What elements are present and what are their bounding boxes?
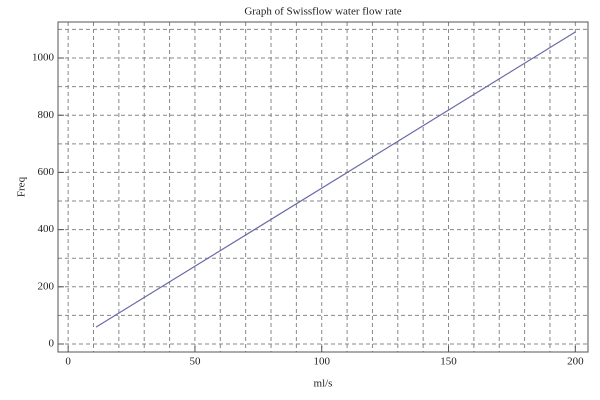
y-tick-label: 200 — [38, 280, 55, 292]
x-axis-label: ml/s — [314, 378, 333, 390]
y-tick-label: 1000 — [32, 52, 55, 64]
y-tick-label: 600 — [38, 166, 55, 178]
y-tick-label: 800 — [38, 109, 55, 121]
y-axis-label: Freq — [16, 176, 28, 197]
plot-frame — [57, 21, 589, 353]
data-line — [95, 31, 576, 328]
chart-title: Graph of Swissflow water flow rate — [244, 6, 401, 18]
x-tick-label: 200 — [567, 356, 584, 368]
x-tick-label: 0 — [65, 356, 71, 368]
x-tick-label: 100 — [313, 356, 330, 368]
y-tick-label: 0 — [49, 338, 55, 350]
y-tick-label: 400 — [38, 223, 55, 235]
x-tick-label: 150 — [440, 356, 457, 368]
x-tick-label: 50 — [189, 356, 201, 368]
